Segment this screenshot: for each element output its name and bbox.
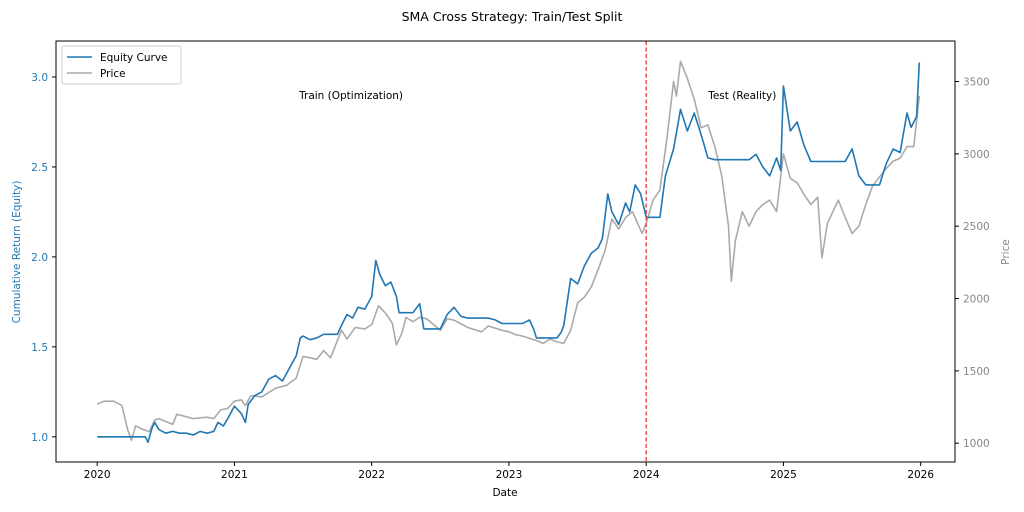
plot-background	[56, 41, 955, 462]
y-right-tick-label: 3500	[963, 77, 990, 89]
annotation-test: Test (Reality)	[707, 90, 776, 102]
x-tick-label: 2025	[770, 469, 797, 481]
x-tick-label: 2020	[84, 469, 111, 481]
plot-frame	[55, 40, 956, 463]
y-right-tick-label: 3000	[963, 149, 990, 161]
y-left-tick-label: 1.0	[31, 432, 48, 444]
annotations: Train (Optimization) Test (Reality)	[298, 90, 776, 102]
y-axis-left: 1.0 1.5 2.0 2.5 3.0	[31, 72, 56, 444]
price-line	[96, 60, 921, 442]
y-left-tick-label: 2.5	[31, 162, 48, 174]
annotation-train: Train (Optimization)	[298, 90, 403, 102]
x-tick-label: 2024	[633, 469, 660, 481]
y-axis-left-label: Cumulative Return (Equity)	[11, 181, 23, 324]
x-axis: 2020 2021 2022 2023 2024 2025 2026	[84, 462, 934, 481]
y-right-tick-label: 2500	[963, 221, 990, 233]
x-tick-label: 2026	[907, 469, 934, 481]
y-axis-right: 1000 1500 2000 2500 3000 3500	[955, 77, 990, 450]
x-tick-label: 2023	[496, 469, 523, 481]
y-left-tick-label: 2.0	[31, 252, 48, 264]
y-left-tick-label: 3.0	[31, 72, 48, 84]
equity-curve-line	[97, 62, 921, 444]
y-right-tick-label: 1500	[963, 366, 990, 378]
plot-area	[56, 41, 955, 462]
x-axis-label: Date	[492, 487, 517, 499]
y-right-tick-label: 1000	[963, 438, 990, 450]
x-tick-label: 2022	[358, 469, 385, 481]
y-axis-right-label: Price	[1000, 239, 1012, 265]
y-left-tick-label: 1.5	[31, 342, 48, 354]
legend: Equity Curve Price	[61, 45, 182, 85]
legend-label-equity: Equity Curve	[100, 52, 168, 64]
legend-label-price: Price	[100, 68, 126, 80]
x-tick-label: 2021	[221, 469, 248, 481]
series-layer	[96, 60, 921, 444]
chart-title: SMA Cross Strategy: Train/Test Split	[402, 9, 623, 24]
legend-box	[61, 45, 182, 85]
y-right-tick-label: 2000	[963, 294, 990, 306]
